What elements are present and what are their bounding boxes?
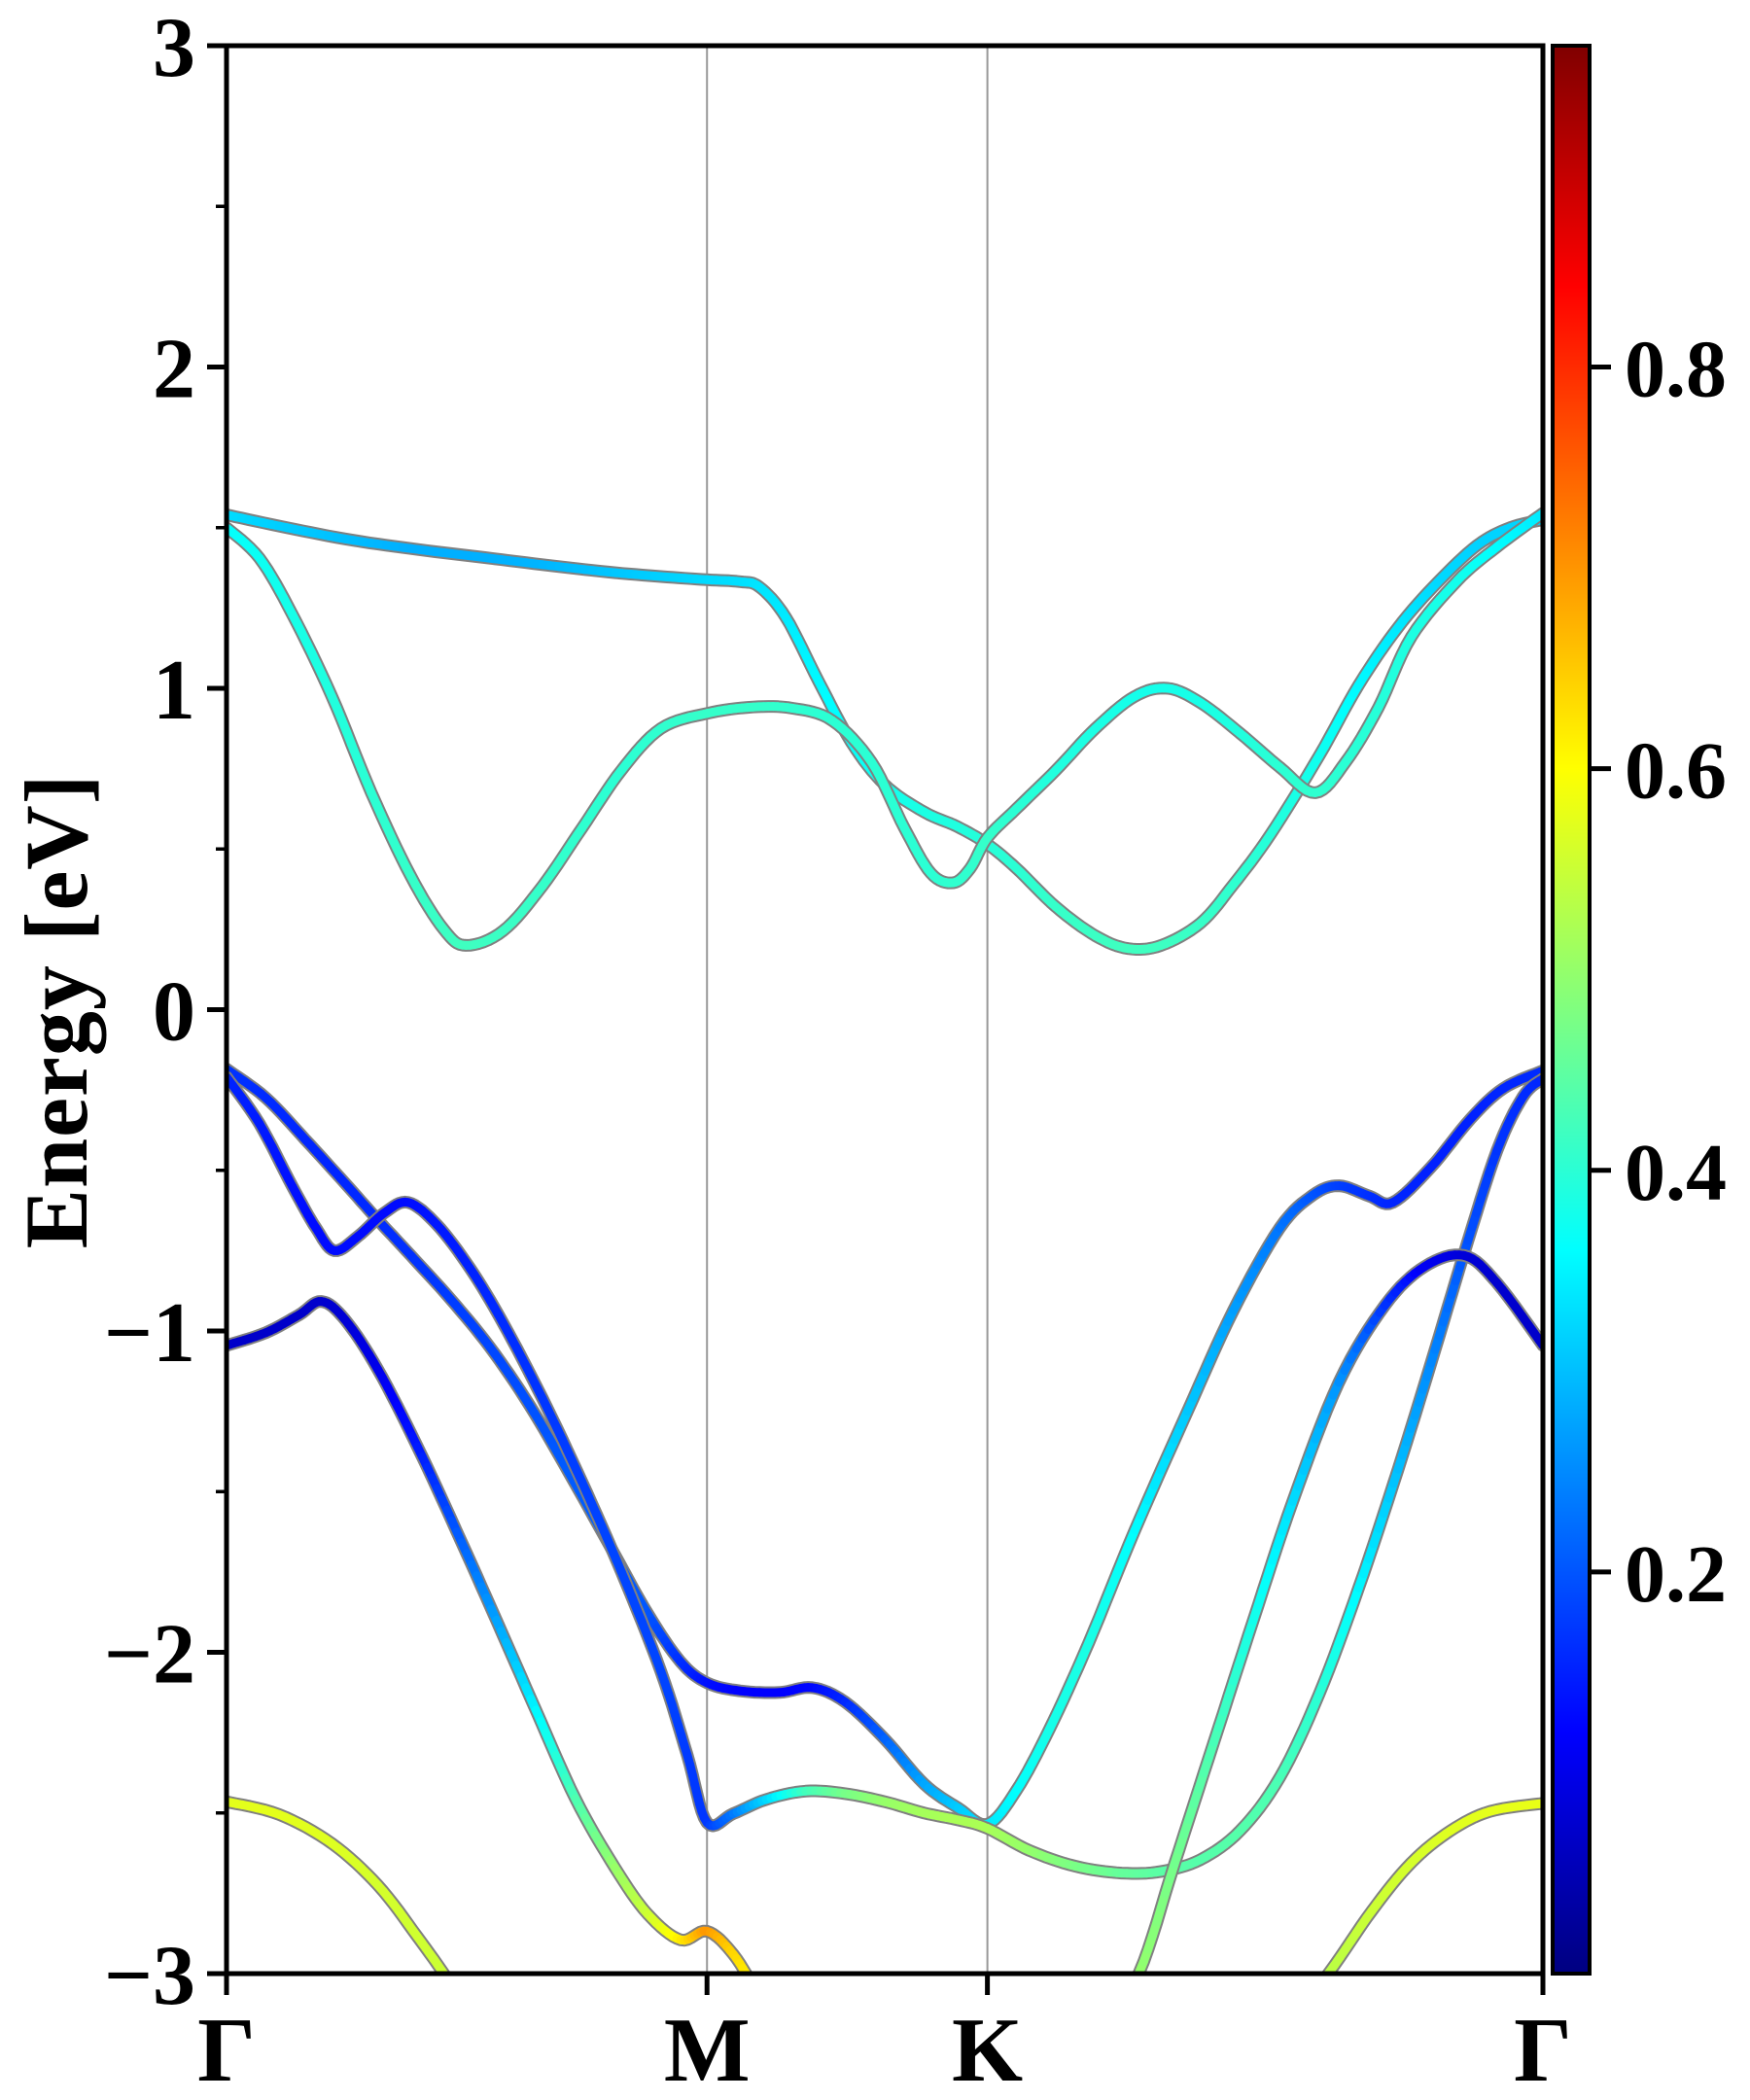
x-tick-label-K: K xyxy=(952,2000,1023,2100)
x-tick-label-Γ: Γ xyxy=(1514,2000,1572,2100)
band-valence-band-3-left xyxy=(227,1295,753,1974)
y-tick-label: 1 xyxy=(153,644,195,738)
colorbar-frame xyxy=(1551,44,1592,1976)
colorbar-tick-label: 0.4 xyxy=(1625,1128,1727,1218)
band-valence-band-4-left xyxy=(227,1795,452,1974)
band-valence-band-4-right xyxy=(1320,1797,1543,1974)
x-tick-label-Γ: Γ xyxy=(197,2000,256,2100)
colorbar-gradient xyxy=(1553,46,1590,1974)
y-tick-label: −1 xyxy=(104,1286,195,1381)
band-valence-band-1 xyxy=(227,1063,1543,1832)
band-conduction-band-2 xyxy=(227,507,1543,952)
y-tick-label: 2 xyxy=(153,323,195,417)
y-tick-label: −3 xyxy=(104,1929,195,2023)
y-tick-label: −2 xyxy=(104,1608,195,1702)
y-tick-label: 3 xyxy=(153,1,195,95)
band-valence-band-2 xyxy=(227,1070,1543,1880)
band-conduction-band-1 xyxy=(227,508,1543,956)
plot-frame xyxy=(224,43,1546,1977)
y-tick-label: 0 xyxy=(153,965,195,1060)
bands-layer xyxy=(227,507,1543,1974)
band-valence-band-3-right xyxy=(1132,1248,1543,1974)
colorbar-tick-label: 0.6 xyxy=(1625,726,1727,817)
colorbar-tick-label: 0.8 xyxy=(1625,325,1727,415)
x-tick-label-M: M xyxy=(664,2000,751,2100)
colorbar-tick-label: 0.2 xyxy=(1625,1529,1727,1620)
